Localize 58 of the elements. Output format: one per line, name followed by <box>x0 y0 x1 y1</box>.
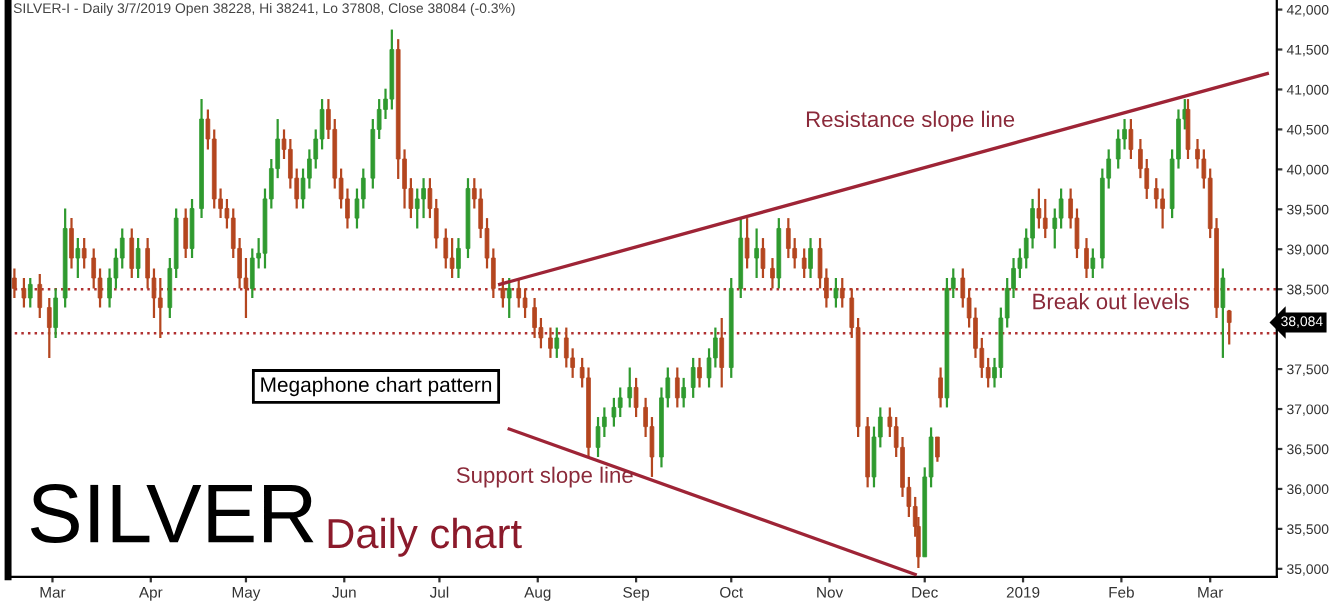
candlestick <box>506 276 512 320</box>
candlestick <box>617 386 623 419</box>
candlestick <box>1036 187 1042 230</box>
candlestick <box>75 236 81 280</box>
candlestick <box>532 296 537 340</box>
candlestick <box>157 276 163 340</box>
candlestick <box>53 287 58 340</box>
candlestick <box>744 217 750 270</box>
candlestick <box>421 177 426 220</box>
candlestick <box>1185 97 1191 161</box>
candlestick <box>183 207 189 260</box>
candlestick <box>37 272 43 320</box>
candlestick <box>595 415 601 459</box>
candlestick <box>522 287 528 320</box>
candlestick <box>449 236 455 280</box>
text: Daily chart <box>328 517 522 557</box>
text: SILVER <box>30 484 314 544</box>
candlestick <box>69 217 74 270</box>
candlestick <box>1220 267 1226 360</box>
candlestick <box>839 276 845 309</box>
candlestick <box>633 376 639 419</box>
annotation: Resistance slope line <box>806 110 1015 132</box>
candlestick <box>1226 308 1232 346</box>
candlestick <box>786 217 791 260</box>
candlestick <box>456 236 461 280</box>
annotation: Megaphone chart pattern <box>261 376 492 397</box>
candlestick <box>129 227 135 280</box>
candlestick <box>719 316 725 389</box>
candlestick <box>833 276 839 309</box>
candlestick <box>1128 117 1134 161</box>
annotation: Support slope line <box>456 466 633 488</box>
candlestick <box>760 236 766 280</box>
candlestick <box>675 366 680 409</box>
candlestick <box>443 227 449 270</box>
candlestick <box>754 227 759 280</box>
candlestick <box>770 256 775 290</box>
candlestick <box>548 326 553 360</box>
candlestick <box>500 276 506 309</box>
candlestick <box>46 296 52 360</box>
candlestick <box>938 366 943 409</box>
candlestick <box>627 366 633 409</box>
candlestick <box>554 326 560 360</box>
candlestick <box>1084 236 1089 280</box>
candlestick <box>189 197 195 260</box>
candlestick <box>681 376 686 409</box>
candlestick <box>81 236 87 270</box>
candlestick <box>27 276 33 309</box>
annotation: Break out levels <box>1033 293 1189 310</box>
candlestick <box>1090 247 1096 280</box>
candlestick <box>697 356 702 389</box>
candlestick <box>1042 197 1048 240</box>
candlestick <box>808 236 813 280</box>
candlestick <box>801 247 807 280</box>
candlestick <box>935 435 940 463</box>
candlestick <box>135 236 141 280</box>
candlestick <box>21 276 27 309</box>
candlestick <box>690 356 696 399</box>
candlestick <box>12 267 17 300</box>
